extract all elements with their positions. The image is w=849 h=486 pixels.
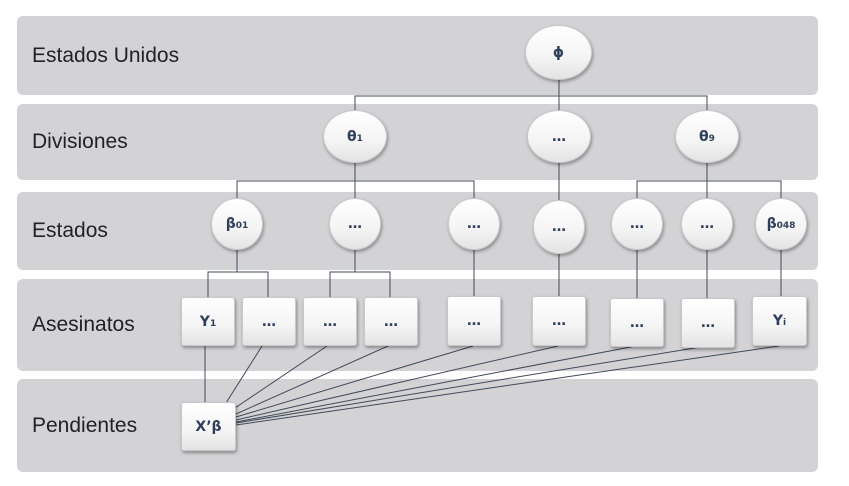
node-x-beta: X’β <box>181 402 236 451</box>
node-beta-048: β 048 <box>755 198 807 250</box>
node-obs-ellipsis-4-label: … <box>384 313 398 330</box>
node-obs-ellipsis-4: … <box>364 297 418 346</box>
node-phi-label: ϕ <box>552 44 565 61</box>
node-beta-01-subscript: 01 <box>235 221 249 231</box>
node-obs-ellipsis-3-label: … <box>323 313 337 330</box>
node-phi: ϕ <box>525 25 592 80</box>
node-state-ellipsis-2-label: … <box>348 216 362 232</box>
node-beta-048-symbol: β <box>766 216 777 232</box>
node-state-ellipsis-4: … <box>533 200 585 254</box>
node-y-1-symbol: Y <box>199 313 210 330</box>
node-obs-ellipsis-3: … <box>303 297 357 346</box>
node-obs-ellipsis-6: … <box>532 296 586 346</box>
node-division-ellipsis-label: … <box>552 128 566 145</box>
node-obs-ellipsis-2-label: … <box>262 313 276 330</box>
node-obs-ellipsis-8-label: … <box>701 315 715 331</box>
node-state-ellipsis-4-label: … <box>552 219 566 235</box>
node-beta-01: β 01 <box>211 198 263 250</box>
node-obs-ellipsis-5-label: … <box>467 313 481 329</box>
band-estados-unidos: Estados Unidos <box>17 16 818 95</box>
node-beta-01-symbol: β <box>225 216 236 232</box>
node-state-ellipsis-3-label: … <box>467 216 481 232</box>
node-obs-ellipsis-2: … <box>242 297 296 346</box>
node-state-ellipsis-6-label: … <box>700 216 714 232</box>
band-label-estados-unidos: Estados Unidos <box>32 43 180 67</box>
node-obs-ellipsis-7: … <box>610 298 664 347</box>
node-theta-1-subscript: 1 <box>356 133 363 144</box>
node-theta-9-symbol: θ <box>699 128 709 145</box>
node-obs-ellipsis-5: … <box>447 296 501 346</box>
node-state-ellipsis-5: … <box>611 198 663 250</box>
node-x-beta-label: X’β <box>195 418 222 435</box>
node-state-ellipsis-5-label: … <box>630 216 644 232</box>
node-theta-1-symbol: θ <box>347 128 357 145</box>
node-division-ellipsis: … <box>527 110 591 163</box>
band-label-pendientes: Pendientes <box>32 413 138 437</box>
node-beta-048-subscript: 048 <box>776 221 796 231</box>
node-y-i-symbol: Y <box>772 313 784 329</box>
node-obs-ellipsis-7-label: … <box>630 314 644 331</box>
node-theta-9-subscript: 9 <box>708 133 715 144</box>
band-label-estados: Estados <box>32 219 108 242</box>
node-state-ellipsis-3: … <box>448 198 500 250</box>
node-y-i-subscript: i <box>783 318 787 328</box>
band-label-asesinatos: Asesinatos <box>32 313 135 336</box>
node-obs-ellipsis-8: … <box>681 298 735 348</box>
node-state-ellipsis-2: … <box>329 198 381 250</box>
node-state-ellipsis-6: … <box>681 198 733 250</box>
band-label-divisiones: Divisiones <box>32 130 128 153</box>
node-y-1-subscript: 1 <box>209 318 217 329</box>
node-obs-ellipsis-6-label: … <box>552 313 566 329</box>
band-pendientes: Pendientes <box>17 379 818 472</box>
